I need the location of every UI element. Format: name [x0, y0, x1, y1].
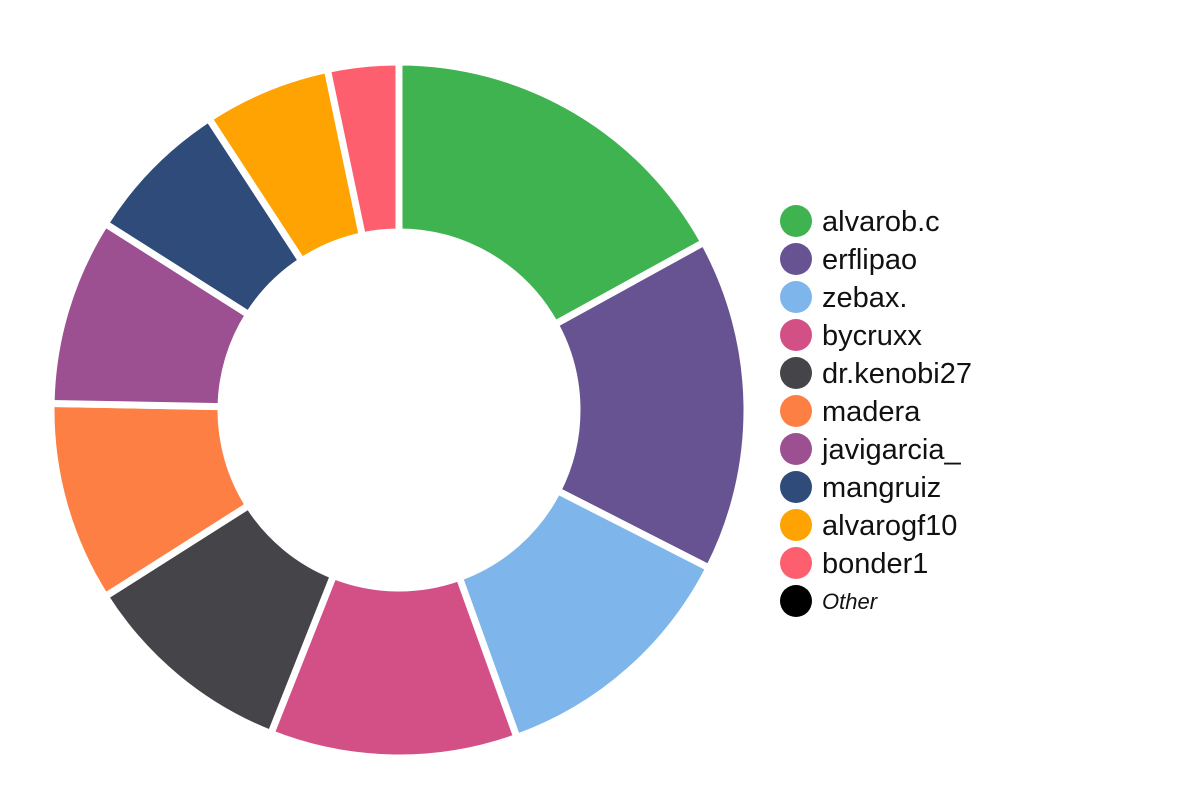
slice-bycruxx[interactable]: [266, 570, 522, 762]
legend-item-alvarogf10[interactable]: alvarogf10: [780, 509, 957, 542]
legend-label: dr.kenobi27: [822, 358, 972, 390]
legend-swatch: [780, 509, 812, 541]
legend-swatch: [780, 243, 812, 275]
legend-item-mangruiz[interactable]: mangruiz: [780, 471, 941, 504]
donut-slices: [47, 58, 751, 762]
legend-item-javigarcia[interactable]: javigarcia_: [780, 433, 961, 466]
legend-label: erflipao: [822, 244, 917, 276]
legend-swatch: [780, 547, 812, 579]
legend-label: madera: [822, 396, 921, 428]
legend-item-zebax[interactable]: zebax.: [780, 281, 907, 314]
legend-item-madera[interactable]: madera: [780, 395, 921, 428]
legend-item-other[interactable]: Other: [780, 585, 879, 617]
slice-bonder1[interactable]: [323, 58, 403, 240]
legend-item-dr-kenobi27[interactable]: dr.kenobi27: [780, 357, 972, 390]
slice-alvarob-c[interactable]: [395, 58, 709, 330]
legend-swatch: [780, 357, 812, 389]
legend-swatch: [780, 433, 812, 465]
legend-label: bycruxx: [822, 320, 922, 352]
legend-label: alvarogf10: [822, 510, 957, 542]
legend-item-bycruxx[interactable]: bycruxx: [780, 319, 922, 352]
legend-swatch: [780, 205, 812, 237]
legend-label: javigarcia_: [821, 434, 961, 466]
legend-label: alvarob.c: [822, 206, 940, 238]
legend-item-erflipao[interactable]: erflipao: [780, 243, 917, 276]
legend-label: bonder1: [822, 548, 928, 580]
legend-swatch: [780, 281, 812, 313]
legend-label: mangruiz: [822, 472, 941, 504]
legend-label: zebax.: [822, 282, 907, 314]
legend: alvarob.c erflipao zebax. bycruxx dr.kenobi2…: [780, 205, 972, 617]
legend-swatch: [780, 585, 812, 617]
legend-label: Other: [822, 589, 879, 614]
legend-item-alvarob-c[interactable]: alvarob.c: [780, 205, 940, 238]
legend-swatch: [780, 471, 812, 503]
slice-erflipao[interactable]: [550, 237, 751, 573]
legend-swatch: [780, 319, 812, 351]
legend-item-bonder1[interactable]: bonder1: [780, 547, 928, 580]
legend-swatch: [780, 395, 812, 427]
